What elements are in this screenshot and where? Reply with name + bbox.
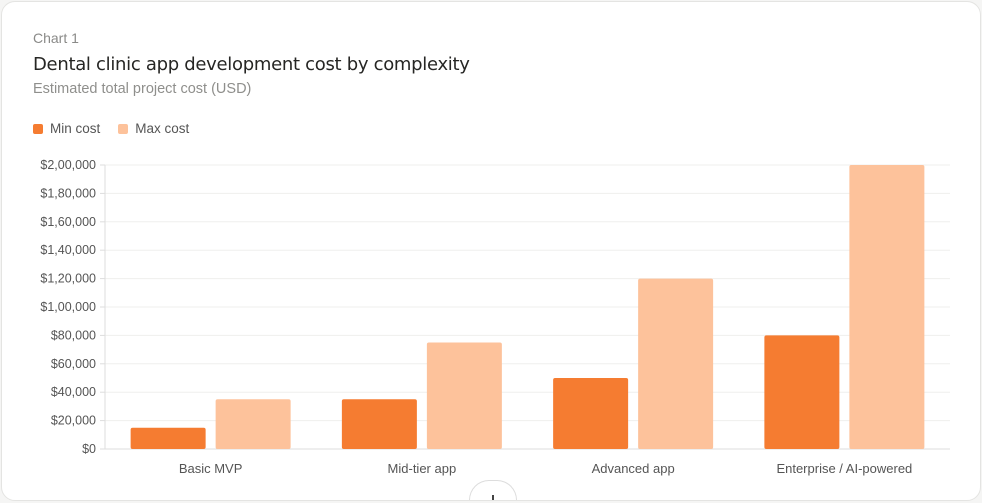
y-tick-label: $1,40,000	[40, 243, 96, 257]
legend-item-min[interactable]: Min cost	[33, 121, 100, 136]
legend: Min cost Max cost	[33, 121, 189, 136]
chart-subtitle: Estimated total project cost (USD)	[33, 81, 252, 97]
bar-min	[553, 378, 629, 449]
y-tick-label: $80,000	[51, 328, 96, 342]
legend-label: Min cost	[50, 121, 101, 136]
y-tick-label: $20,000	[51, 414, 96, 428]
chart-title: Dental clinic app development cost by co…	[33, 54, 470, 75]
bar-max	[638, 278, 714, 449]
y-tick-label: $2,00,000	[40, 158, 96, 172]
chart-number: Chart 1	[33, 30, 79, 46]
legend-label: Max cost	[135, 121, 190, 136]
legend-swatch-min	[33, 123, 43, 134]
bar-min	[341, 399, 417, 449]
legend-swatch-max	[118, 123, 129, 134]
x-tick-label: Advanced app	[592, 461, 675, 476]
y-tick-label: $0	[82, 442, 96, 456]
bar-min	[764, 335, 840, 449]
plus-icon	[492, 495, 494, 500]
y-tick-label: $1,80,000	[40, 186, 96, 200]
bar-min	[130, 427, 206, 449]
y-tick-label: $40,000	[51, 385, 96, 399]
bar-max	[215, 399, 291, 449]
y-tick-label: $1,20,000	[40, 272, 96, 286]
y-tick-label: $1,00,000	[40, 300, 96, 314]
x-tick-label: Basic MVP	[179, 461, 243, 476]
bar-max	[426, 342, 502, 449]
x-tick-label: Enterprise / AI-powered	[776, 461, 912, 476]
bar-max	[849, 165, 925, 449]
legend-item-max[interactable]: Max cost	[118, 121, 189, 136]
y-tick-label: $60,000	[51, 357, 96, 371]
y-tick-label: $1,60,000	[40, 215, 96, 229]
x-tick-label: Mid-tier app	[388, 461, 457, 476]
